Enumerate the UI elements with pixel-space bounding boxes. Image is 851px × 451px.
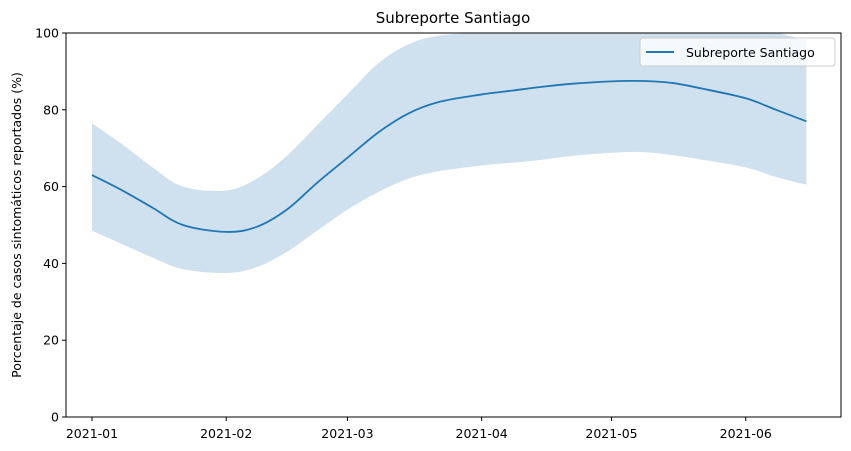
y-tick-label: 20 [43, 333, 59, 348]
y-tick-label: 40 [43, 256, 59, 271]
y-tick-label: 60 [43, 179, 59, 194]
legend-label: Subreporte Santiago [686, 45, 815, 60]
x-tick-label: 2021-02 [200, 426, 252, 441]
y-axis-label: Porcentaje de casos sintomáticos reporta… [9, 72, 24, 378]
legend-box [639, 37, 836, 67]
chart-title: Subreporte Santiago [376, 9, 531, 27]
x-axis: 2021-01 2021-02 2021-03 2021-04 2021-05 2021-… [66, 417, 772, 441]
y-tick-label: 100 [35, 26, 59, 41]
y-tick-label: 80 [43, 102, 59, 117]
x-tick-label: 2021-06 [720, 426, 772, 441]
x-tick-label: 2021-04 [456, 426, 508, 441]
y-axis: 0 20 40 60 80 100 [35, 26, 66, 425]
series-line-layer [91, 79, 807, 233]
x-tick-label: 2021-03 [321, 426, 373, 441]
x-tick-label: 2021-01 [66, 426, 118, 441]
legend: Subreporte Santiago [639, 37, 836, 67]
confidence-band [91, 32, 807, 274]
series-line [91, 79, 807, 233]
confidence-band-layer [91, 32, 807, 274]
x-tick-label: 2021-05 [585, 426, 637, 441]
y-tick-label: 0 [51, 410, 59, 425]
plot-frame [65, 32, 842, 418]
